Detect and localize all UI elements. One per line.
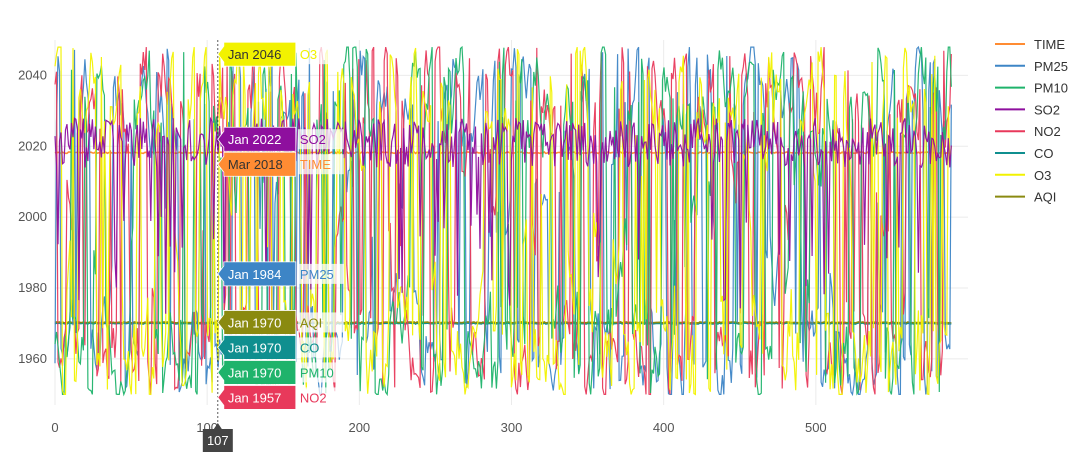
- hover-label-pm10: Jan 1970 PM10: [217, 360, 344, 385]
- y-tick-label: 1960: [18, 351, 47, 366]
- series-line-o3[interactable]: [54, 46, 952, 396]
- x-tick-label: 500: [805, 420, 827, 435]
- hover-label-date: Jan 1957: [228, 390, 282, 405]
- y-axis: 1960 1980 2000 2020 2040: [18, 67, 47, 365]
- hover-label-date: Jan 2022: [228, 132, 282, 147]
- hover-label-pm25: Jan 1984 PM25: [217, 261, 344, 287]
- series-line-pm10[interactable]: [54, 45, 952, 397]
- hover-label-o3: Jan 2046 O3: [217, 41, 344, 67]
- hover-label-name: PM10: [300, 365, 334, 380]
- hover-label-date: Jan 1970: [228, 340, 282, 355]
- y-tick-label: 2040: [18, 67, 47, 82]
- legend-label: O3: [1034, 168, 1051, 183]
- hover-label-name: PM25: [300, 267, 334, 282]
- legend-label: NO2: [1034, 124, 1061, 139]
- legend-item-no2[interactable]: NO2: [995, 124, 1061, 139]
- legend-item-co[interactable]: CO: [995, 146, 1054, 161]
- hover-label-time: Mar 2018 TIME: [217, 151, 344, 177]
- hover-label-name: SO2: [300, 132, 326, 147]
- legend-label: CO: [1034, 146, 1054, 161]
- hover-labels: 107 Jan 2046 O3 Jan 2022 SO2 Mar 2018 TIME Jan …: [202, 40, 344, 452]
- series-lines[interactable]: [54, 45, 952, 397]
- x-axis: 0 100 200 300 400 500: [51, 420, 826, 435]
- legend-label: AQI: [1034, 190, 1056, 205]
- legend-item-o3[interactable]: O3: [995, 168, 1051, 183]
- hover-label-name: O3: [300, 47, 317, 62]
- hover-label-name: TIME: [300, 157, 331, 172]
- hover-label-date: Mar 2018: [228, 157, 283, 172]
- y-tick-label: 1980: [18, 280, 47, 295]
- hover-label-date: Jan 1970: [228, 365, 282, 380]
- hover-label-no2: Jan 1957 NO2: [217, 385, 344, 410]
- legend-label: SO2: [1034, 102, 1060, 117]
- legend-label: PM10: [1034, 81, 1068, 96]
- hover-label-co: Jan 1970 CO: [217, 335, 344, 360]
- legend-label: TIME: [1034, 37, 1065, 52]
- legend-item-time[interactable]: TIME: [995, 37, 1065, 52]
- hover-label-name: NO2: [300, 390, 327, 405]
- y-tick-label: 2000: [18, 209, 47, 224]
- legend-item-pm10[interactable]: PM10: [995, 81, 1068, 96]
- x-tick-label: 400: [653, 420, 675, 435]
- hover-label-name: CO: [300, 340, 320, 355]
- hover-label-date: Jan 2046: [228, 47, 282, 62]
- x-tick-label: 200: [348, 420, 370, 435]
- legend-item-so2[interactable]: SO2: [995, 102, 1060, 117]
- hover-label-date: Jan 1970: [228, 315, 282, 330]
- hover-label-name: AQI: [300, 315, 322, 330]
- legend[interactable]: TIME PM25 PM10 SO2 NO2 CO O3 AQI: [995, 37, 1068, 205]
- y-tick-label: 2020: [18, 138, 47, 153]
- hover-x-value: 107: [207, 433, 229, 448]
- hover-x-label: 107: [202, 423, 233, 452]
- legend-label: PM25: [1034, 59, 1068, 74]
- hover-label-aqi: Jan 1970 AQI: [217, 310, 344, 335]
- legend-item-pm25[interactable]: PM25: [995, 59, 1068, 74]
- x-tick-label: 300: [501, 420, 523, 435]
- legend-item-aqi[interactable]: AQI: [995, 190, 1056, 205]
- x-tick-label: 0: [51, 420, 58, 435]
- hover-label-date: Jan 1984: [228, 267, 282, 282]
- series-line-so2[interactable]: [54, 116, 952, 314]
- hover-label-so2: Jan 2022 SO2: [217, 126, 344, 152]
